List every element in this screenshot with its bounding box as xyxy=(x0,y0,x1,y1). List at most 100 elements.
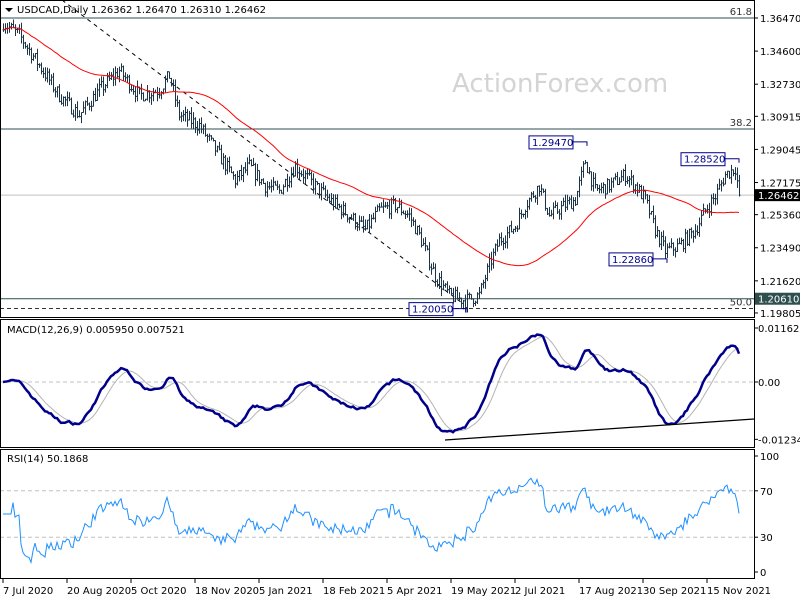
level-tag-bg xyxy=(755,292,800,305)
ohlc-bar xyxy=(328,193,331,204)
ohlc-bar xyxy=(552,202,555,220)
ohlc-bar xyxy=(602,182,605,194)
ohlc-bar xyxy=(708,202,711,219)
ohlc-bar xyxy=(252,157,255,166)
ohlc-bar xyxy=(686,229,689,246)
ohlc-bar xyxy=(10,22,13,30)
ohlc-bar xyxy=(402,210,405,215)
ohlc-bar xyxy=(114,66,117,86)
ohlc-bar xyxy=(290,167,293,188)
collapse-arrow-icon[interactable] xyxy=(5,8,13,12)
ohlc-bar xyxy=(52,72,55,93)
ohlc-bar xyxy=(12,19,15,29)
ohlc-bar xyxy=(278,184,281,194)
ohlc-bar xyxy=(476,292,479,305)
annotation-label: 1.28520 xyxy=(684,155,725,166)
ohlc-bar xyxy=(480,282,483,295)
ohlc-bar xyxy=(40,62,43,75)
rsi-tick-label: 70 xyxy=(760,487,773,498)
ohlc-bar xyxy=(248,154,251,165)
macd-tick-label: 0.00 xyxy=(758,378,780,389)
ohlc-bar xyxy=(618,177,621,186)
annotation-box xyxy=(680,152,726,167)
ohlc-bar xyxy=(120,63,123,72)
ohlc-bar xyxy=(654,215,657,239)
ohlc-bar xyxy=(500,232,503,246)
ohlc-bar xyxy=(292,166,295,178)
ohlc-bar xyxy=(314,178,317,195)
price-panel: 61.8 38.2 50.0 1.29470 1.28520 1.22860 1.20050 xyxy=(0,0,754,317)
ohlc-bar xyxy=(596,184,599,192)
ohlc-bar xyxy=(598,184,601,194)
macd-trendline xyxy=(444,418,755,441)
ohlc-bar xyxy=(282,184,285,195)
moving-average-line xyxy=(2,27,740,267)
ohlc-bar xyxy=(458,292,461,302)
ohlc-bar xyxy=(28,43,31,56)
ohlc-bar xyxy=(526,199,529,218)
price-tick-label: 1.36470 xyxy=(760,14,800,25)
ohlc-bar xyxy=(246,157,249,176)
ohlc-bar xyxy=(228,156,231,173)
ohlc-bar xyxy=(194,117,197,134)
ohlc-bar xyxy=(416,225,419,236)
ohlc-bar xyxy=(558,209,561,220)
ohlc-bar xyxy=(298,166,301,180)
ohlc-bar xyxy=(652,205,655,224)
ohlc-bar xyxy=(404,210,407,220)
ohlc-bar xyxy=(78,110,81,118)
ohlc-bar xyxy=(198,118,201,134)
ohlc-bar xyxy=(348,216,351,224)
ohlc-bar xyxy=(46,67,49,83)
ohlc-bar xyxy=(546,207,549,216)
ohlc-bar xyxy=(346,214,349,223)
ohlc-bar xyxy=(496,239,499,252)
price-tick-label: 1.34600 xyxy=(760,47,800,58)
ohlc-bar xyxy=(574,197,577,206)
ohlc-bar xyxy=(512,228,515,234)
annotation-connector xyxy=(725,158,740,163)
ohlc-bar xyxy=(614,173,617,181)
ohlc-bar xyxy=(438,272,441,289)
date-tick-label: 5 Apr 2021 xyxy=(387,586,442,597)
ohlc-bar xyxy=(728,170,731,180)
ohlc-bar xyxy=(636,182,639,197)
ohlc-bar xyxy=(74,104,77,121)
ohlc-bar xyxy=(698,217,701,237)
ohlc-bar xyxy=(214,140,217,156)
ohlc-bar xyxy=(386,201,389,210)
ohlc-bar xyxy=(508,225,511,239)
ohlc-bar xyxy=(524,209,527,220)
ohlc-bar xyxy=(726,170,729,178)
ohlc-bar xyxy=(610,177,613,193)
ohlc-bar xyxy=(628,176,631,188)
ohlc-bar xyxy=(306,167,309,180)
macd-frame xyxy=(0,319,755,448)
ohlc-bar xyxy=(620,170,623,183)
ohlc-bar xyxy=(660,231,663,251)
ohlc-bar xyxy=(58,84,61,103)
date-tick-label: 19 May 2021 xyxy=(451,586,516,597)
ohlc-bar xyxy=(180,111,183,123)
rsi-tick-label: 0 xyxy=(760,568,766,579)
ohlc-bar xyxy=(168,71,171,80)
ohlc-bar xyxy=(184,106,187,122)
ohlc-bar xyxy=(66,91,69,107)
ohlc-bar xyxy=(382,199,385,214)
ohlc-bar xyxy=(272,177,275,191)
level-tag: 1.20610 xyxy=(758,295,799,306)
ohlc-bar xyxy=(182,110,185,122)
ohlc-bar xyxy=(484,274,487,289)
ohlc-bar xyxy=(240,164,243,181)
ohlc-bar xyxy=(666,243,669,259)
ohlc-bar xyxy=(304,170,307,184)
ohlc-bar xyxy=(734,167,737,181)
ohlc-bar xyxy=(50,74,53,86)
ohlc-bar xyxy=(286,173,289,192)
ohlc-bar xyxy=(528,197,531,210)
ohlc-bar xyxy=(144,98,147,102)
ohlc-bar xyxy=(142,92,145,102)
rsi-line xyxy=(3,477,740,565)
ohlc-bar xyxy=(662,230,665,247)
